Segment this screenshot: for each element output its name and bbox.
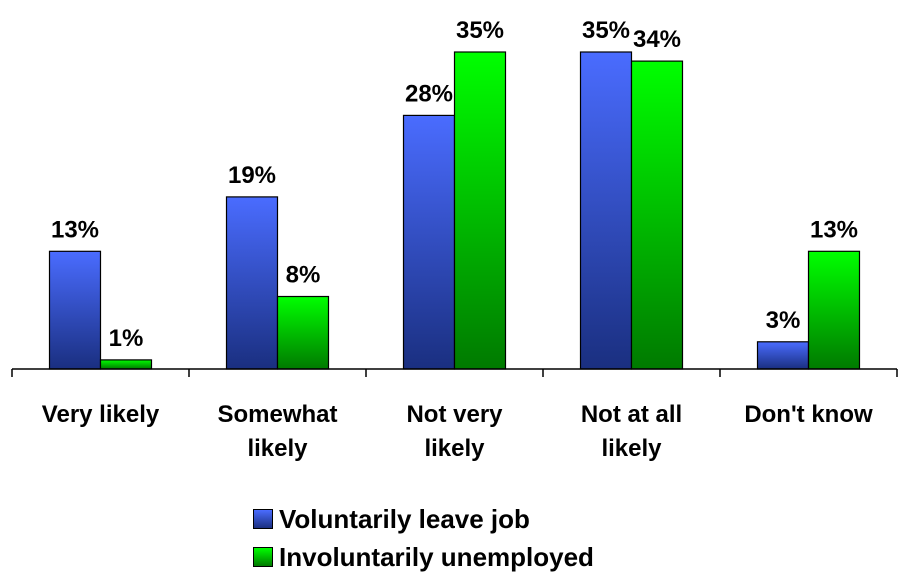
bar-involuntary <box>807 250 861 370</box>
bar-involuntary <box>453 51 507 370</box>
data-label: 28% <box>405 80 453 107</box>
legend-swatch-blue <box>253 509 273 529</box>
bar-voluntary <box>48 250 102 370</box>
x-tick-labels: Very likely Somewhat likely Not very likely N… <box>42 401 873 462</box>
data-label: 19% <box>228 162 276 189</box>
bar-voluntary <box>579 51 633 370</box>
legend-item-voluntary: Voluntarily leave job <box>253 500 594 538</box>
bars-layer <box>48 51 861 370</box>
data-label: 34% <box>633 26 681 53</box>
x-tick-label: Don't know <box>744 401 873 428</box>
x-tick-label: Not at all likely <box>581 401 682 462</box>
data-label: 35% <box>456 17 504 44</box>
legend: Voluntarily leave job Involuntarily unem… <box>253 500 594 576</box>
x-axis <box>11 368 898 377</box>
data-label: 8% <box>286 262 321 289</box>
bar-involuntary <box>99 359 153 370</box>
data-labels-layer: 13%1%19%8%28%35% 35% 34%3%13% <box>51 17 858 352</box>
bar-involuntary <box>630 60 684 370</box>
legend-label: Voluntarily leave job <box>279 504 530 534</box>
data-label: 3% <box>766 307 801 334</box>
data-label: 35% <box>582 17 630 44</box>
data-label: 13% <box>810 216 858 243</box>
bar-voluntary <box>756 341 810 370</box>
legend-label: Involuntarily unemployed <box>279 542 594 572</box>
x-tick-label: Somewhat likely <box>217 401 337 462</box>
bar-chart: 13%1%19%8%28%35% 35% 34%3%13% Very likely S… <box>11 17 898 462</box>
legend-item-involuntary: Involuntarily unemployed <box>253 538 594 576</box>
bar-involuntary <box>276 295 330 370</box>
data-label: 1% <box>109 325 144 352</box>
bar-voluntary <box>402 114 456 370</box>
bar-voluntary <box>225 196 279 370</box>
x-tick-label: Not very likely <box>406 401 503 462</box>
data-label: 13% <box>51 216 99 243</box>
legend-swatch-green <box>253 547 273 567</box>
x-tick-label: Very likely <box>42 401 160 428</box>
